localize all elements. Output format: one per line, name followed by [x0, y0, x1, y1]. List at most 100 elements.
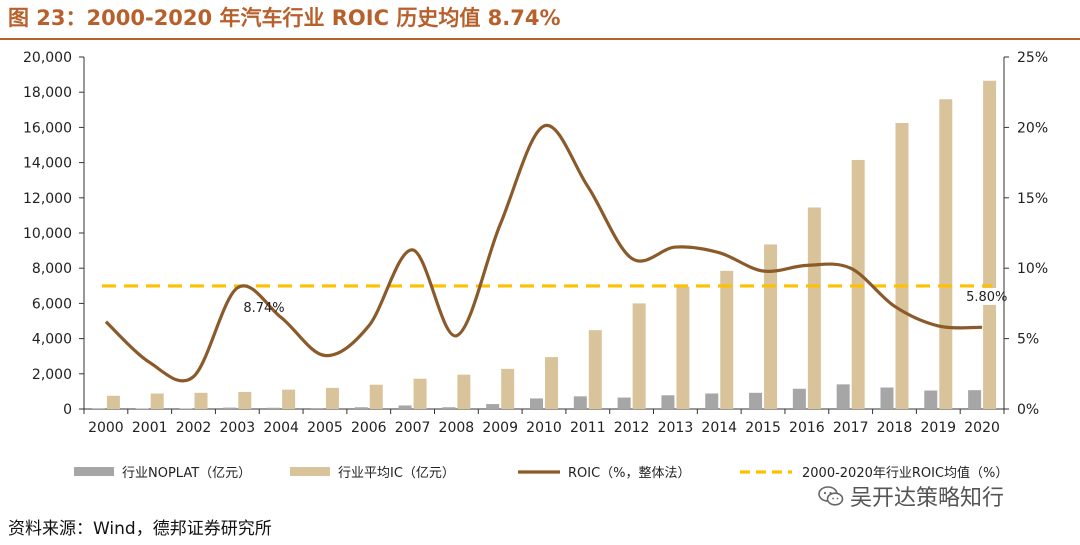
legend: 行业NOPLAT（亿元） 行业平均IC（亿元） ROIC（%，整体法） 2000-20…	[74, 465, 1008, 481]
ic-bar	[588, 330, 602, 409]
noplat-bar	[880, 387, 894, 409]
left-tick-label: 2,000	[32, 367, 72, 383]
title-divider	[0, 38, 1080, 40]
watermark-text: 吴开达策略知行	[850, 486, 1005, 511]
wechat-icon	[818, 486, 844, 506]
left-tick-label: 4,000	[32, 332, 72, 348]
x-tick-label: 2011	[570, 420, 606, 436]
legend-noplat-label: 行业NOPLAT（亿元）	[122, 466, 251, 481]
noplat-bar	[223, 407, 237, 409]
noplat-bar	[354, 407, 368, 409]
right-tick-label: 0%	[1017, 402, 1039, 418]
ic-bar	[983, 80, 997, 409]
axes-layer: 0 2,000 4,000 6,000 8,000 10,000 12,000 14,000 1…	[23, 50, 1048, 436]
ic-bar	[895, 123, 909, 409]
x-tick-label: 2006	[351, 420, 387, 436]
roic-chart: 0 2,000 4,000 6,000 8,000 10,000 12,000 14,000 1…	[23, 50, 1048, 481]
lines-layer	[102, 123, 992, 383]
ic-bar	[457, 374, 471, 409]
legend-average-label: 2000-2020年行业ROIC均值（%）	[802, 465, 1008, 481]
source-note: 资料来源：Wind，德邦证券研究所	[8, 519, 272, 539]
legend-roic-label: ROIC（%，整体法）	[568, 466, 691, 481]
x-tick-label: 2014	[701, 420, 737, 436]
x-tick-label: 2016	[789, 420, 825, 436]
chart-title: 图 23：2000-2020 年汽车行业 ROIC 历史均值 8.74%	[8, 6, 561, 30]
ic-bar	[413, 378, 427, 409]
ic-bar	[150, 393, 164, 409]
noplat-bar	[968, 390, 982, 409]
x-tick-label: 2001	[132, 420, 168, 436]
watermark: 吴开达策略知行	[818, 480, 1004, 512]
noplat-bar	[661, 395, 675, 409]
ic-bar	[939, 99, 953, 410]
ic-bar	[632, 303, 646, 409]
noplat-bar	[573, 396, 587, 409]
ic-bar	[545, 357, 558, 409]
left-tick-label: 14,000	[23, 156, 72, 172]
x-tick-label: 2017	[833, 420, 869, 436]
x-tick-label: 2009	[482, 420, 518, 436]
ic-bar	[325, 387, 339, 409]
left-tick-label: 20,000	[23, 50, 72, 66]
x-tick-label: 2003	[220, 420, 256, 436]
x-tick-label: 2019	[920, 420, 956, 436]
x-tick-label: 2005	[307, 420, 343, 436]
ic-bar	[720, 270, 734, 409]
x-tick-label: 2020	[964, 420, 1000, 436]
roic-line	[104, 123, 983, 383]
x-tick-label: 2008	[439, 420, 475, 436]
noplat-bar	[924, 390, 938, 409]
noplat-bar	[617, 397, 631, 409]
annotation-average-value: 8.74%	[243, 301, 284, 316]
noplat-bar	[398, 405, 412, 409]
right-tick-label: 25%	[1017, 50, 1048, 66]
ic-bar	[282, 389, 296, 409]
bars-layer	[91, 80, 997, 410]
left-tick-label: 6,000	[32, 296, 72, 312]
left-tick-label: 18,000	[23, 85, 72, 101]
ic-bar	[807, 207, 821, 409]
noplat-bar	[310, 408, 324, 409]
ic-bar	[676, 286, 690, 409]
annotation-bg	[964, 287, 1003, 305]
x-tick-label: 2004	[263, 420, 299, 436]
noplat-bar	[267, 407, 281, 409]
ic-bar	[194, 392, 208, 409]
ic-bar	[369, 384, 383, 409]
legend-ic-label: 行业平均IC（亿元）	[338, 466, 455, 481]
noplat-bar	[135, 408, 149, 409]
right-tick-label: 20%	[1017, 120, 1048, 136]
noplat-bar	[705, 393, 719, 409]
x-tick-label: 2000	[88, 420, 124, 436]
x-tick-label: 2015	[745, 420, 781, 436]
left-tick-label: 10,000	[23, 226, 72, 242]
legend-ic-swatch	[290, 467, 330, 476]
noplat-bar	[530, 398, 543, 409]
noplat-bar	[442, 407, 456, 409]
left-tick-label: 16,000	[23, 120, 72, 136]
ic-bar	[106, 395, 120, 409]
noplat-bar	[836, 384, 850, 409]
ic-bar	[764, 244, 778, 409]
x-tick-label: 2007	[395, 420, 431, 436]
noplat-bar	[749, 392, 763, 409]
labels-layer: 8.74% 5.80%	[243, 287, 1007, 316]
right-tick-label: 10%	[1017, 261, 1048, 277]
ic-bar	[238, 391, 252, 409]
ic-bar	[501, 368, 515, 409]
left-tick-label: 0	[63, 402, 72, 418]
left-tick-label: 12,000	[23, 191, 72, 207]
x-tick-label: 2013	[658, 420, 694, 436]
noplat-bar	[792, 388, 806, 409]
legend-noplat-swatch	[74, 467, 114, 476]
x-tick-label: 2010	[526, 420, 562, 436]
annotation-last-roic: 5.80%	[966, 290, 1007, 305]
noplat-bar	[486, 404, 500, 409]
x-tick-label: 2002	[176, 420, 212, 436]
right-tick-label: 5%	[1017, 332, 1039, 348]
x-tick-label: 2018	[877, 420, 913, 436]
noplat-bar	[179, 408, 193, 409]
x-tick-label: 2012	[614, 420, 650, 436]
left-tick-label: 8,000	[32, 261, 72, 277]
right-tick-label: 15%	[1017, 191, 1048, 207]
